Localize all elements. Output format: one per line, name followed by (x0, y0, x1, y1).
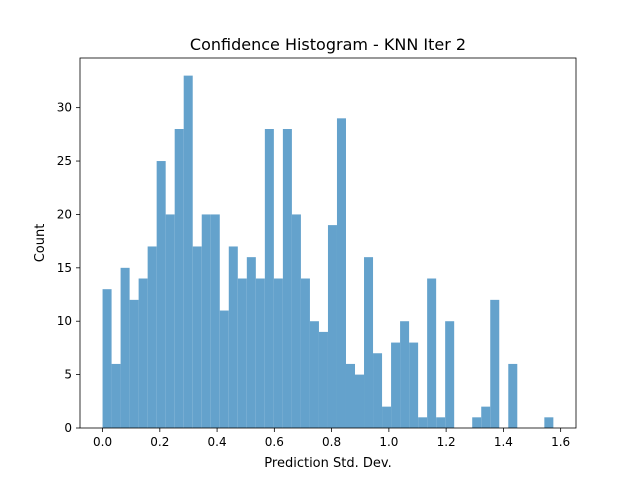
histogram-bar (156, 161, 166, 429)
histogram-bar (192, 246, 202, 428)
histogram-bar (318, 331, 328, 428)
histogram-bar (382, 406, 392, 428)
histogram-bar (309, 321, 319, 428)
histogram-bar (472, 417, 482, 428)
histogram-bar (364, 257, 374, 428)
histogram-bar (445, 321, 455, 428)
y-tick-label: 20 (57, 207, 72, 221)
histogram-bar (264, 129, 274, 428)
histogram-bar (345, 363, 356, 428)
y-axis-label: Count (33, 224, 48, 263)
axes-frame (79, 57, 577, 429)
histogram-bar (409, 342, 419, 428)
y-tick-label: 10 (57, 314, 72, 328)
x-tick-label: 1.4 (494, 435, 513, 449)
histogram-bar (481, 406, 491, 428)
x-tick-label: 1.2 (437, 435, 456, 449)
histogram-bar (147, 246, 157, 428)
histogram-bar (418, 417, 428, 428)
x-tick-label: 1.0 (379, 435, 398, 449)
histogram-bar (219, 310, 229, 428)
x-tick-label: 0.0 (93, 435, 112, 449)
bars-group (102, 75, 554, 429)
histogram-bar (237, 278, 247, 428)
x-tick-label: 1.6 (551, 435, 570, 449)
histogram-bar (129, 299, 139, 428)
histogram-bar (165, 214, 175, 428)
y-tick-label: 30 (57, 101, 72, 115)
y-tick-label: 5 (64, 368, 72, 382)
histogram-bar (246, 257, 256, 428)
x-tick-label: 0.8 (322, 435, 341, 449)
histogram-bar (201, 214, 211, 428)
y-axis-ticks: 0 5 10 15 20 25 30 (57, 101, 80, 435)
y-tick-label: 25 (57, 154, 72, 168)
histogram-bar (373, 353, 383, 428)
histogram-bar (490, 299, 500, 428)
histogram-bar (174, 129, 184, 428)
histogram-bar (120, 267, 130, 428)
x-tick-label: 0.6 (265, 435, 284, 449)
histogram-bar (391, 342, 401, 428)
histogram-bar (255, 278, 265, 428)
x-tick-label: 0.2 (150, 435, 169, 449)
histogram-bar (336, 118, 346, 428)
histogram-bar (183, 75, 193, 429)
chart-title: Confidence Histogram - KNN Iter 2 (190, 35, 466, 54)
histogram-bar (427, 278, 437, 428)
x-axis-ticks: 0.0 0.2 0.4 0.6 0.8 1.0 1.2 1.4 1.6 (93, 428, 570, 449)
histogram-bar (102, 289, 112, 428)
y-tick-label: 15 (57, 261, 72, 275)
histogram-bar (327, 225, 337, 428)
histogram-bar (508, 363, 518, 428)
histogram-bar (282, 129, 292, 428)
histogram-bar (138, 278, 148, 428)
y-tick-label: 0 (64, 421, 72, 435)
histogram-bar (355, 374, 365, 428)
x-axis-label: Prediction Std. Dev. (264, 456, 391, 471)
histogram-bar (210, 214, 220, 428)
histogram-bar (300, 278, 310, 428)
histogram-bar (544, 417, 554, 428)
histogram-bar (436, 417, 446, 428)
histogram-bar (273, 278, 283, 428)
histogram-bar (111, 363, 121, 428)
x-tick-label: 0.4 (208, 435, 227, 449)
histogram-bar (291, 214, 301, 428)
histogram-bar (228, 246, 238, 428)
histogram-bar (400, 321, 410, 428)
